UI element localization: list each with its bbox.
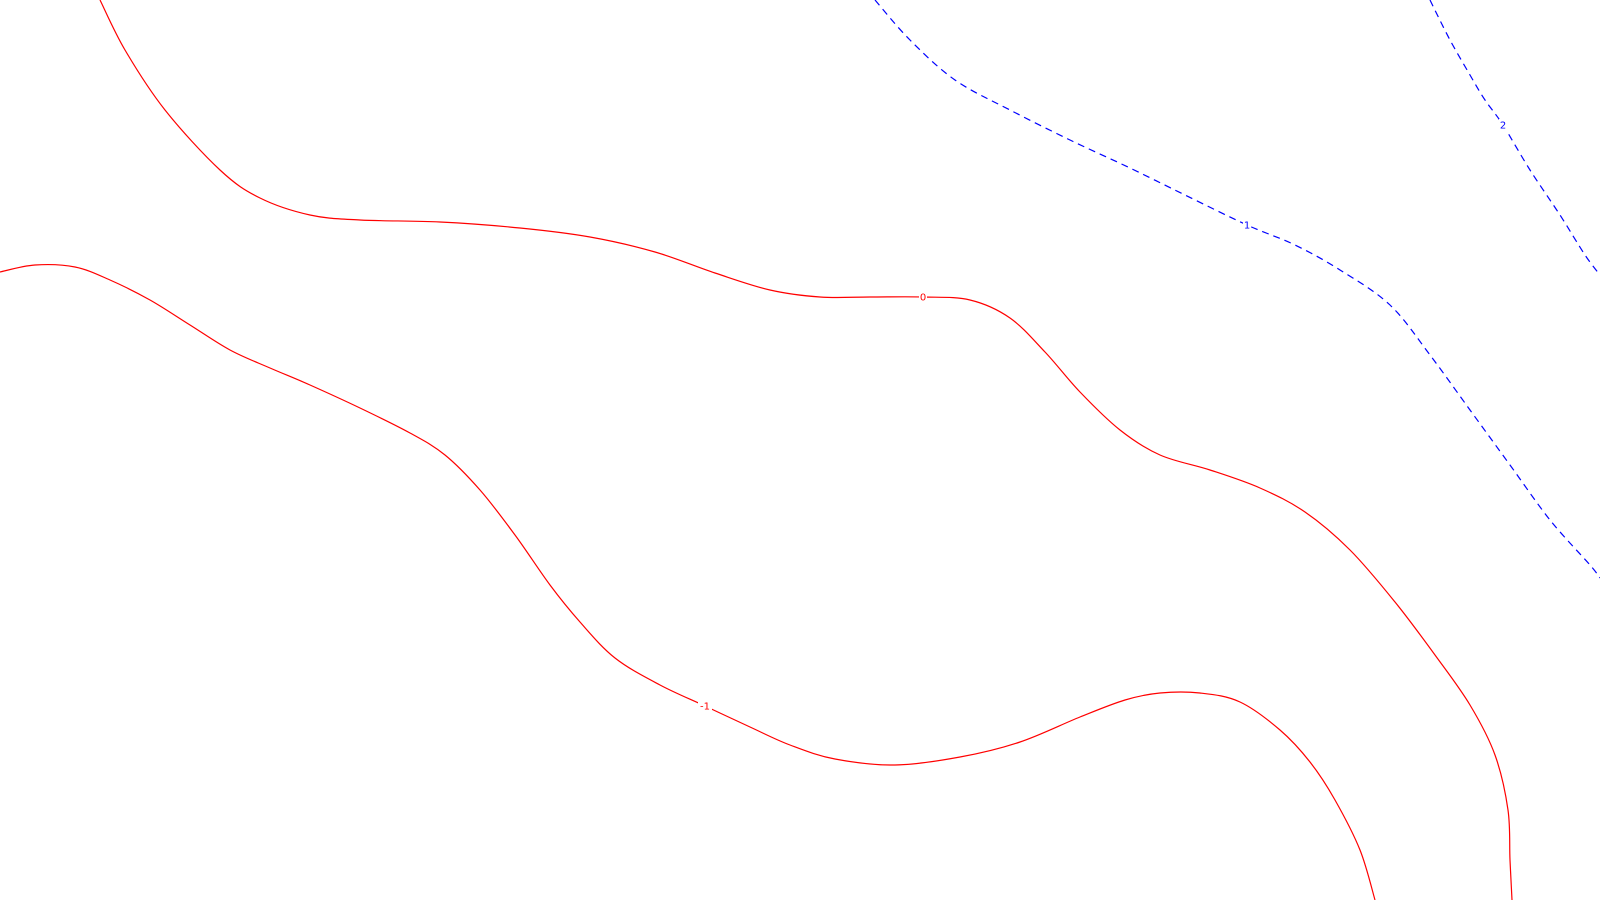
contour-labels: -1 0 1 2: [698, 119, 1507, 713]
contour-label: 1: [1244, 221, 1250, 232]
contour-line-level-1: [874, 0, 1600, 579]
contour-line-level-0: [99, 0, 1513, 900]
contour-label-gap: [919, 291, 927, 303]
contour-label-gap: [1243, 219, 1251, 231]
contour-label: 2: [1500, 121, 1506, 132]
contour-label: 0: [920, 293, 926, 304]
contour-line-level-neg1: [0, 264, 1376, 900]
contour-label: -1: [700, 702, 710, 713]
contour-label-gap: [1499, 119, 1507, 131]
contour-label-gap: [698, 700, 712, 712]
